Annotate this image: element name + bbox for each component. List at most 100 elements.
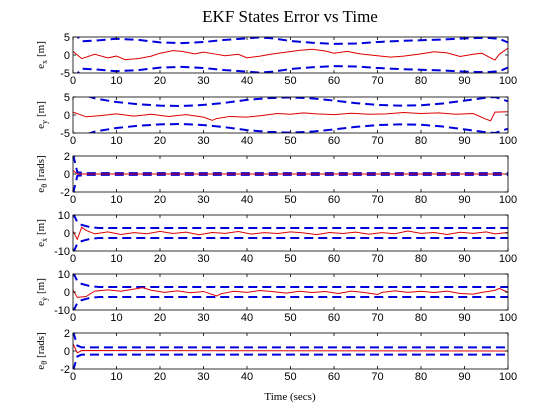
x-tick-label: 10 xyxy=(110,75,122,87)
lower-bound-line xyxy=(73,296,508,310)
lower-bound-line xyxy=(73,237,508,251)
x-tick-label: 20 xyxy=(154,75,166,87)
y-tick-label: 10 xyxy=(58,210,70,222)
y-tick-label: -5 xyxy=(60,68,70,80)
x-tick-label: 40 xyxy=(241,371,253,383)
y-tick-label: -10 xyxy=(54,246,70,258)
x-tick-label: 20 xyxy=(154,194,166,206)
x-tick-label: 50 xyxy=(284,253,296,265)
lower-bound-line xyxy=(73,173,508,192)
upper-bound-line xyxy=(87,97,508,108)
x-tick-label: 10 xyxy=(110,371,122,383)
x-tick-label: 0 xyxy=(70,75,76,87)
error-line xyxy=(73,47,508,61)
x-tick-label: 50 xyxy=(284,194,296,206)
x-tick-label: 70 xyxy=(371,135,383,147)
x-tick-label: 20 xyxy=(154,312,166,324)
subplot-5-series xyxy=(73,274,508,310)
x-tick-label: 20 xyxy=(154,135,166,147)
x-tick-label: 0 xyxy=(70,194,76,206)
subplot-3-series xyxy=(73,156,508,192)
y-tick-label: 0 xyxy=(64,346,70,358)
x-tick-label: 90 xyxy=(458,371,470,383)
upper-bound-line xyxy=(73,156,508,175)
x-tick-label: 60 xyxy=(328,194,340,206)
x-tick-label: 10 xyxy=(110,312,122,324)
x-tick-label: 70 xyxy=(371,194,383,206)
y-tick-label: -5 xyxy=(60,128,70,140)
upper-bound-line xyxy=(76,37,508,45)
x-tick-label: 90 xyxy=(458,75,470,87)
x-tick-label: 50 xyxy=(284,75,296,87)
y-tick-label: 0 xyxy=(64,110,70,122)
x-tick-label: 100 xyxy=(499,371,517,383)
x-tick-label: 40 xyxy=(241,312,253,324)
x-tick-label: 10 xyxy=(110,194,122,206)
axes-box xyxy=(72,36,509,74)
x-tick-label: 30 xyxy=(197,135,209,147)
y-tick-label: 5 xyxy=(64,92,70,104)
x-tick-label: 90 xyxy=(458,312,470,324)
y-tick-label: 0 xyxy=(64,169,70,181)
x-tick-label: 70 xyxy=(371,371,383,383)
y-axis-label: ey[m] xyxy=(35,101,49,129)
x-tick-label: 60 xyxy=(328,312,340,324)
x-tick-label: 100 xyxy=(499,253,517,265)
upper-bound-line xyxy=(73,274,508,288)
error-line xyxy=(73,226,508,241)
x-tick-label: 80 xyxy=(415,135,427,147)
x-tick-label: 50 xyxy=(284,371,296,383)
x-tick-label: 30 xyxy=(197,194,209,206)
error-line xyxy=(73,287,508,298)
x-tick-label: 0 xyxy=(70,371,76,383)
y-axis-label: eθ[rads] xyxy=(35,155,49,192)
y-tick-label: 0 xyxy=(64,50,70,62)
x-tick-label: 100 xyxy=(499,75,517,87)
x-tick-label: 90 xyxy=(458,194,470,206)
x-tick-label: 0 xyxy=(70,253,76,265)
y-tick-label: 0 xyxy=(64,228,70,240)
y-axis-label: eθ̇[rads] xyxy=(35,332,49,369)
subplot-4-series xyxy=(73,215,508,251)
x-tick-label: 50 xyxy=(284,312,296,324)
x-tick-label: 70 xyxy=(371,253,383,265)
axes-box xyxy=(72,96,509,134)
x-tick-label: 10 xyxy=(110,253,122,265)
y-tick-label: 2 xyxy=(64,151,70,163)
subplot-6-series xyxy=(73,333,508,369)
y-axis-label: ex[m] xyxy=(35,41,49,69)
x-tick-label: 10 xyxy=(110,135,122,147)
x-tick-label: 70 xyxy=(371,312,383,324)
x-tick-label: 60 xyxy=(328,371,340,383)
x-tick-label: 40 xyxy=(241,253,253,265)
x-tick-label: 60 xyxy=(328,253,340,265)
error-line xyxy=(73,343,508,354)
error-line xyxy=(73,170,508,175)
x-tick-label: 80 xyxy=(415,75,427,87)
subplot-1-series xyxy=(73,37,508,73)
y-tick-label: 2 xyxy=(64,328,70,340)
x-tick-label: 80 xyxy=(415,312,427,324)
x-tick-label: 40 xyxy=(241,75,253,87)
x-tick-label: 90 xyxy=(458,135,470,147)
x-tick-label: 0 xyxy=(70,135,76,147)
lower-bound-line xyxy=(87,122,508,133)
x-tick-label: 50 xyxy=(284,135,296,147)
x-axis-label: Time (secs) xyxy=(264,391,316,403)
y-tick-label: -10 xyxy=(54,305,70,317)
x-tick-label: 30 xyxy=(197,312,209,324)
x-tick-label: 80 xyxy=(415,194,427,206)
x-tick-label: 90 xyxy=(458,253,470,265)
x-tick-label: 60 xyxy=(328,75,340,87)
x-tick-label: 20 xyxy=(154,371,166,383)
x-tick-label: 0 xyxy=(70,312,76,324)
lower-bound-line xyxy=(73,353,508,369)
